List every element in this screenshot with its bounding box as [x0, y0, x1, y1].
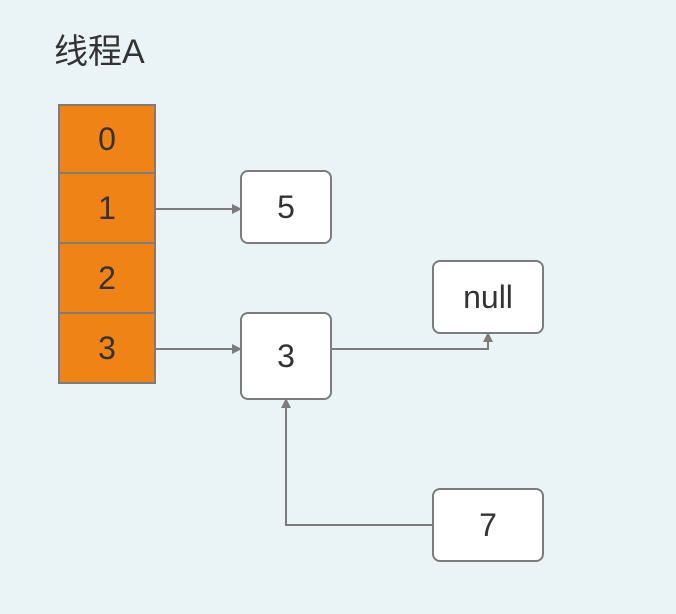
diagram-title: 线程A [54, 24, 145, 73]
bucket-cell-0: 0 [58, 104, 156, 174]
bucket-cell-1: 1 [58, 174, 156, 244]
node-null: null [432, 260, 544, 334]
node-5: 5 [240, 170, 332, 244]
bucket-cell-3: 3 [58, 314, 156, 384]
node-7: 7 [432, 488, 544, 562]
node-3: 3 [240, 312, 332, 400]
bucket-cell-2: 2 [58, 244, 156, 314]
